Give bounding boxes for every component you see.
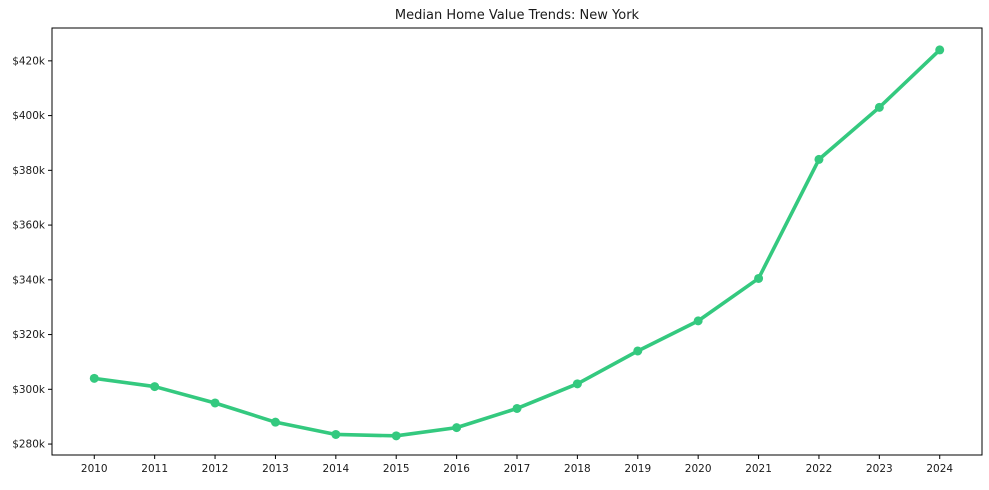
x-axis-tick-label: 2021 bbox=[745, 463, 772, 475]
y-axis-tick-label: $420k bbox=[12, 55, 46, 67]
x-axis-tick-label: 2010 bbox=[81, 463, 108, 475]
data-point bbox=[693, 316, 703, 326]
plot-border bbox=[51, 27, 983, 456]
y-axis-tick-label: $340k bbox=[12, 274, 46, 286]
data-point bbox=[572, 379, 582, 389]
x-axis-tick-label: 2020 bbox=[685, 463, 712, 475]
data-point bbox=[210, 398, 220, 408]
data-point bbox=[633, 346, 643, 356]
data-point bbox=[331, 429, 341, 439]
x-axis-tick-label: 2022 bbox=[806, 463, 833, 475]
x-axis-tick-label: 2018 bbox=[564, 463, 591, 475]
y-axis-tick-label: $320k bbox=[12, 329, 46, 341]
x-axis-tick-label: 2023 bbox=[866, 463, 893, 475]
x-axis-tick-label: 2016 bbox=[443, 463, 470, 475]
data-point bbox=[512, 403, 522, 413]
x-axis-tick-label: 2015 bbox=[383, 463, 410, 475]
data-point bbox=[874, 102, 884, 112]
data-point bbox=[814, 154, 824, 164]
y-axis-tick-label: $400k bbox=[12, 110, 46, 122]
x-axis-tick-label: 2012 bbox=[202, 463, 229, 475]
x-axis-tick-label: 2017 bbox=[504, 463, 531, 475]
data-point bbox=[150, 382, 160, 392]
x-axis-tick-label: 2011 bbox=[141, 463, 168, 475]
data-point bbox=[391, 431, 401, 441]
y-axis-tick-label: $360k bbox=[12, 220, 46, 232]
x-axis-tick-label: 2014 bbox=[322, 463, 349, 475]
data-point bbox=[89, 373, 99, 383]
trend-line bbox=[92, 48, 942, 438]
data-point bbox=[270, 417, 280, 427]
data-point bbox=[754, 273, 764, 283]
chart-title: Median Home Value Trends: New York bbox=[394, 8, 640, 23]
x-axis-tick-label: 2024 bbox=[926, 463, 953, 475]
data-point bbox=[452, 423, 462, 433]
y-axis-tick-label: $300k bbox=[12, 384, 46, 396]
x-axis-tick-label: 2013 bbox=[262, 463, 289, 475]
x-axis-tick-label: 2019 bbox=[624, 463, 651, 475]
y-axis-tick-label: $280k bbox=[12, 439, 46, 451]
data-point bbox=[935, 45, 945, 55]
y-axis-tick-label: $380k bbox=[12, 165, 46, 177]
